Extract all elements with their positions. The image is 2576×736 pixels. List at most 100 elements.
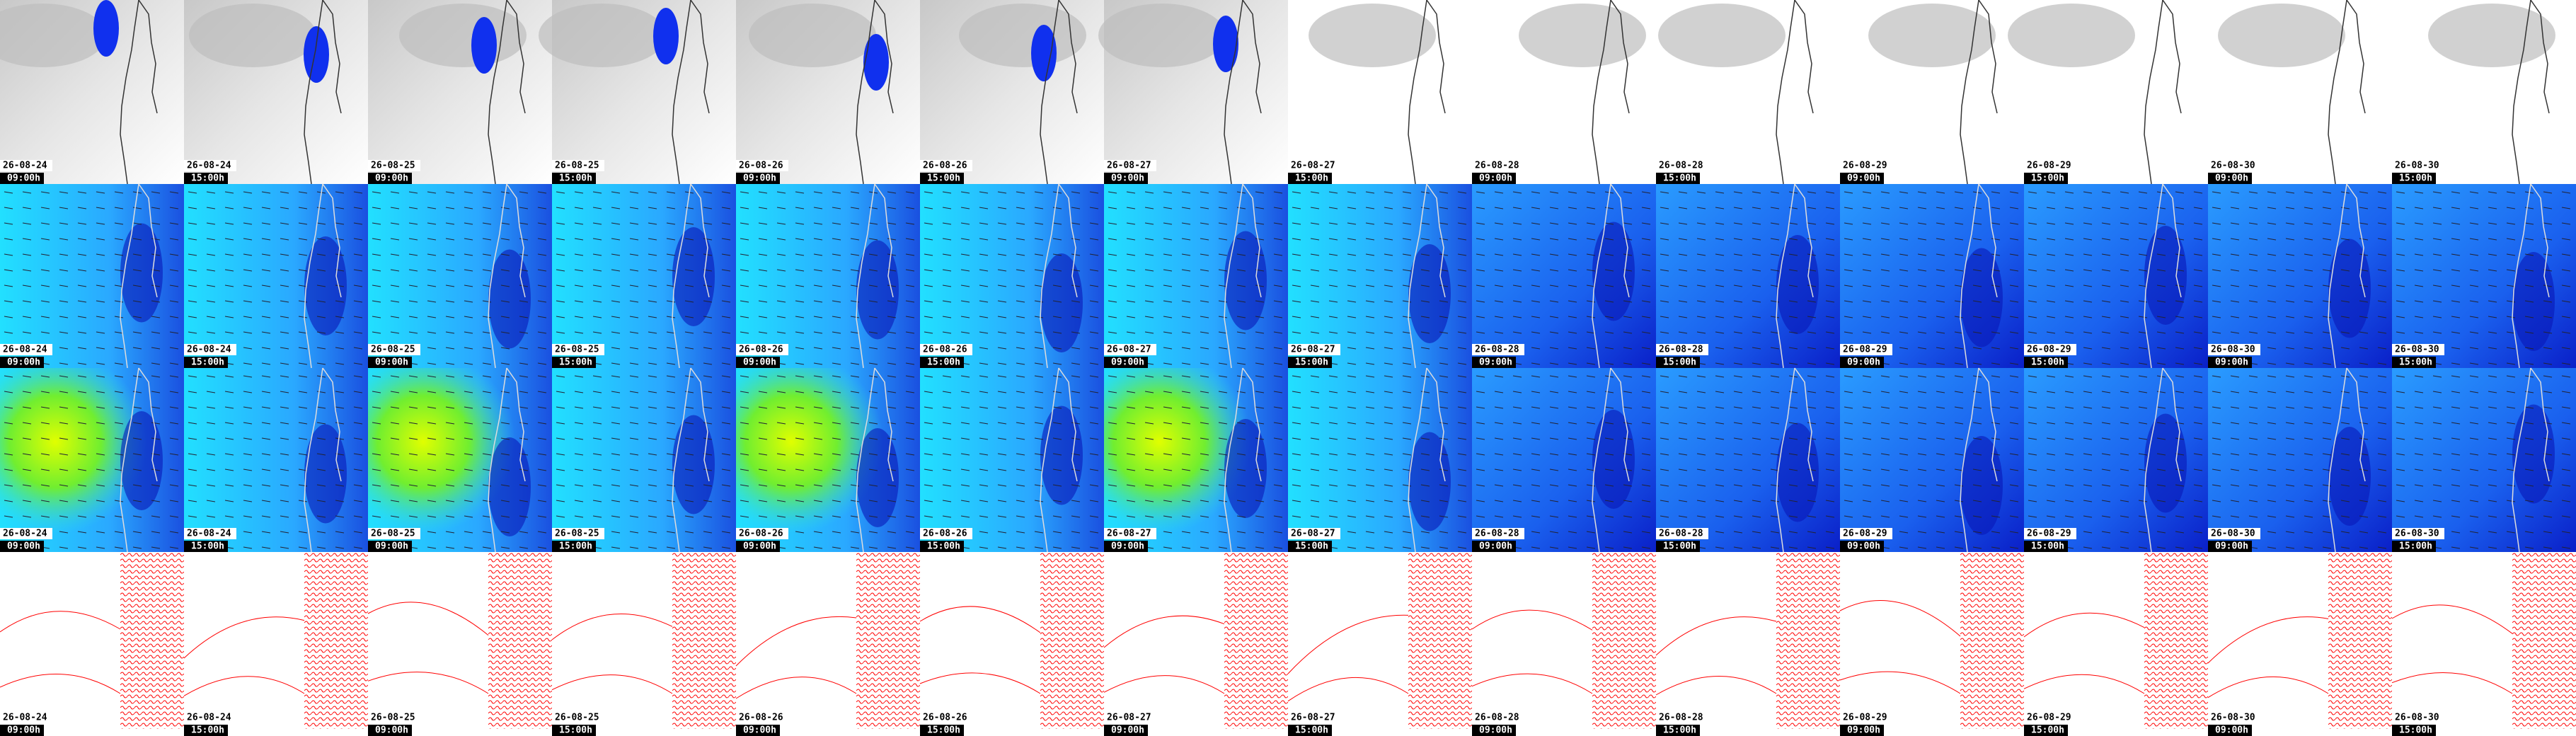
- coastline: [304, 183, 342, 369]
- time-label-bg: [1288, 357, 1332, 368]
- time-label: 09:00h: [1847, 541, 1880, 552]
- time-label: 09:00h: [1479, 357, 1512, 368]
- coastline: [1776, 367, 1814, 553]
- coastline: [2512, 183, 2550, 369]
- map-cell: 26-08-25 15:00h: [551, 552, 736, 736]
- date-label: 26-08-29: [2027, 345, 2071, 355]
- time-label-bg: [2392, 173, 2436, 184]
- map-cell: 26-08-24 09:00h: [0, 183, 184, 369]
- date-label-bg: [1656, 712, 1708, 723]
- time-label-bg: [552, 725, 596, 736]
- date-label-bg: [2024, 344, 2076, 355]
- pressure-contours-land: [1960, 552, 2024, 729]
- date-label-bg: [2208, 712, 2260, 723]
- date-label: 26-08-25: [555, 161, 599, 171]
- precip: [653, 8, 679, 64]
- time-label-bg: [920, 541, 964, 552]
- time-label-bg: [1104, 357, 1148, 368]
- time-label-bg: [1840, 357, 1884, 368]
- wind-arrows: [2392, 368, 2576, 552]
- time-label-bg: [368, 541, 412, 552]
- date-label: 26-08-28: [1475, 529, 1519, 539]
- wind-arrows: [0, 184, 184, 368]
- time-label-bg: [1104, 541, 1148, 552]
- date-label-bg: [1840, 160, 1892, 171]
- date-label: 26-08-30: [2211, 161, 2255, 171]
- isobar: [2023, 674, 2145, 694]
- coastline: [120, 0, 158, 185]
- coastline: [488, 367, 526, 553]
- time-label-bg: [1472, 725, 1516, 736]
- date-label: 26-08-24: [3, 713, 47, 723]
- coastline: [1408, 183, 1446, 369]
- map-cell: 26-08-26 15:00h: [919, 552, 1104, 736]
- coastline: [1776, 0, 1814, 185]
- date-label: 26-08-28: [1659, 529, 1703, 539]
- date-label-bg: [1840, 712, 1892, 723]
- map-cell: 26-08-30 09:00h: [2208, 0, 2392, 185]
- time-label-bg: [184, 541, 228, 552]
- time-label: 09:00h: [1847, 173, 1880, 184]
- date-label: 26-08-29: [2027, 529, 2071, 539]
- map-cell: 26-08-26 09:00h: [736, 183, 920, 369]
- map-cell: 26-08-29 15:00h: [2008, 0, 2208, 185]
- time-label-bg: [552, 541, 596, 552]
- time-label-bg: [552, 357, 596, 368]
- time-label: 09:00h: [2215, 173, 2248, 184]
- coastline: [1408, 0, 1446, 185]
- isobar: [1655, 616, 1777, 656]
- coastline: [1960, 0, 1998, 185]
- date-label-bg: [1472, 344, 1524, 355]
- date-label-bg: [1104, 712, 1156, 723]
- map-cell: 26-08-27 09:00h: [1104, 367, 1288, 553]
- date-label: 26-08-24: [187, 345, 231, 355]
- time-label-bg: [2208, 357, 2252, 368]
- time-label-bg: [184, 725, 228, 736]
- coastline: [304, 0, 342, 185]
- wind-arrows: [1840, 368, 2024, 552]
- time-label-bg: [184, 357, 228, 368]
- date-label-bg: [368, 528, 420, 539]
- date-label: 26-08-27: [1107, 161, 1151, 171]
- time-label-bg: [1104, 725, 1148, 736]
- time-label: 15:00h: [191, 725, 224, 736]
- date-label: 26-08-29: [2027, 713, 2071, 723]
- pressure-contours-land: [2328, 552, 2392, 729]
- wind-arrows: [2208, 184, 2392, 368]
- map-cell: 26-08-24 15:00h: [184, 0, 368, 185]
- map-cell: 26-08-27 09:00h: [1098, 0, 1288, 185]
- date-label-bg: [736, 160, 788, 171]
- time-label: 09:00h: [7, 725, 40, 736]
- wind-arrows: [920, 368, 1104, 552]
- date-label-bg: [1656, 160, 1708, 171]
- time-label: 09:00h: [7, 173, 40, 184]
- time-label-bg: [1656, 173, 1700, 184]
- isobar: [2391, 604, 2513, 634]
- pressure-contours-land: [1224, 552, 1288, 729]
- pressure-contours-land: [856, 552, 920, 729]
- date-label-bg: [1104, 344, 1156, 355]
- date-label: 26-08-27: [1291, 161, 1335, 171]
- date-label: 26-08-28: [1475, 161, 1519, 171]
- time-label: 15:00h: [1295, 173, 1328, 184]
- date-label-bg: [736, 528, 788, 539]
- map-cell: 26-08-26 09:00h: [735, 552, 920, 736]
- date-label-bg: [2208, 528, 2260, 539]
- time-label: 09:00h: [2215, 357, 2248, 368]
- date-label: 26-08-27: [1291, 529, 1335, 539]
- date-label-bg: [1288, 344, 1340, 355]
- map-cell: 26-08-24 09:00h: [0, 367, 184, 553]
- map-cell: 26-08-28 09:00h: [1472, 367, 1656, 553]
- map-cell: 26-08-29 15:00h: [2023, 552, 2208, 736]
- date-label: 26-08-25: [555, 529, 599, 539]
- cloud: [539, 4, 666, 67]
- time-label: 15:00h: [2031, 357, 2064, 368]
- date-label-bg: [1104, 528, 1156, 539]
- date-label: 26-08-30: [2395, 161, 2439, 171]
- isobar: [919, 672, 1041, 694]
- wind-arrows: [2208, 368, 2392, 552]
- wind-arrows: [2392, 184, 2576, 368]
- isobar: [183, 616, 305, 659]
- date-label: 26-08-29: [1843, 529, 1887, 539]
- time-label-bg: [1472, 541, 1516, 552]
